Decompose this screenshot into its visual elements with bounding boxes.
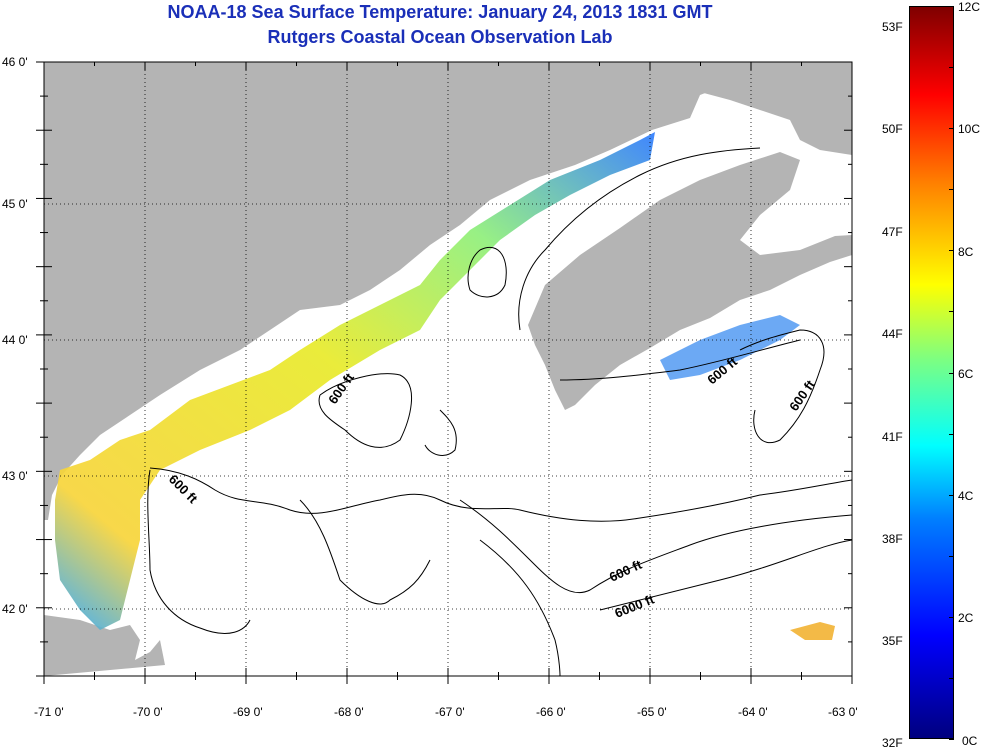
lon-label: -63 0' bbox=[828, 705, 858, 719]
colorbar-c-label: 6C bbox=[958, 367, 974, 381]
colorbar-f-label: 32F bbox=[882, 736, 903, 750]
lat-label: 46 0' bbox=[2, 55, 28, 69]
colorbar-f-label: 47F bbox=[882, 225, 903, 239]
lon-label: -67 0' bbox=[435, 705, 465, 719]
colorbar-tick bbox=[949, 67, 954, 69]
lat-label: 44 0' bbox=[2, 333, 28, 347]
colorbar-tick bbox=[949, 372, 954, 374]
colorbar-tick bbox=[949, 494, 954, 496]
colorbar-tick bbox=[949, 250, 954, 252]
lon-label: -66 0' bbox=[536, 705, 566, 719]
temperature-colorbar bbox=[909, 6, 954, 739]
colorbar-tick bbox=[949, 128, 954, 130]
lon-label: -71 0' bbox=[34, 705, 64, 719]
lat-label: 45 0' bbox=[2, 197, 28, 211]
cape-cod-land bbox=[44, 615, 165, 676]
lat-label: 43 0' bbox=[2, 469, 28, 483]
colorbar-tick bbox=[949, 739, 954, 740]
colorbar-f-label: 53F bbox=[882, 20, 903, 34]
lat-label: 42 0' bbox=[2, 602, 28, 616]
colorbar-tick bbox=[949, 311, 954, 313]
lon-label: -70 0' bbox=[133, 705, 163, 719]
map-subtitle: Rutgers Coastal Ocean Observation Lab bbox=[267, 27, 613, 47]
colorbar-c-label: 0C bbox=[962, 734, 978, 748]
lon-label: -65 0' bbox=[637, 705, 667, 719]
colorbar-c-label: 12C bbox=[958, 0, 981, 14]
colorbar-c-label: 2C bbox=[958, 611, 974, 625]
colorbar-f-label: 35F bbox=[882, 634, 903, 648]
colorbar-f-label: 41F bbox=[882, 430, 903, 444]
nova-scotia-land bbox=[528, 152, 852, 410]
colorbar-c-label: 4C bbox=[958, 489, 974, 503]
colorbar-tick bbox=[949, 555, 954, 557]
colorbar-f-label: 44F bbox=[882, 327, 903, 341]
axis-ticks bbox=[36, 61, 853, 684]
colorbar-tick bbox=[949, 6, 954, 7]
colorbar-c-label: 10C bbox=[958, 122, 981, 136]
colorbar-f-label: 38F bbox=[882, 532, 903, 546]
colorbar-tick bbox=[949, 677, 954, 679]
lon-label: -64 0' bbox=[738, 705, 768, 719]
sst-data bbox=[55, 132, 835, 640]
graticule bbox=[44, 62, 852, 676]
new-brunswick-land bbox=[685, 62, 852, 155]
lon-label: -69 0' bbox=[233, 705, 263, 719]
lon-label: -68 0' bbox=[334, 705, 364, 719]
colorbar-c-label: 8C bbox=[958, 245, 974, 259]
new-england-land bbox=[44, 62, 852, 520]
colorbar-tick bbox=[949, 433, 954, 435]
colorbar-tick bbox=[949, 616, 954, 618]
depth-contours bbox=[147, 147, 853, 677]
colorbar-tick bbox=[949, 189, 954, 191]
colorbar-f-label: 50F bbox=[882, 122, 903, 136]
land bbox=[44, 62, 852, 676]
map-title: NOAA-18 Sea Surface Temperature: January… bbox=[167, 2, 713, 22]
